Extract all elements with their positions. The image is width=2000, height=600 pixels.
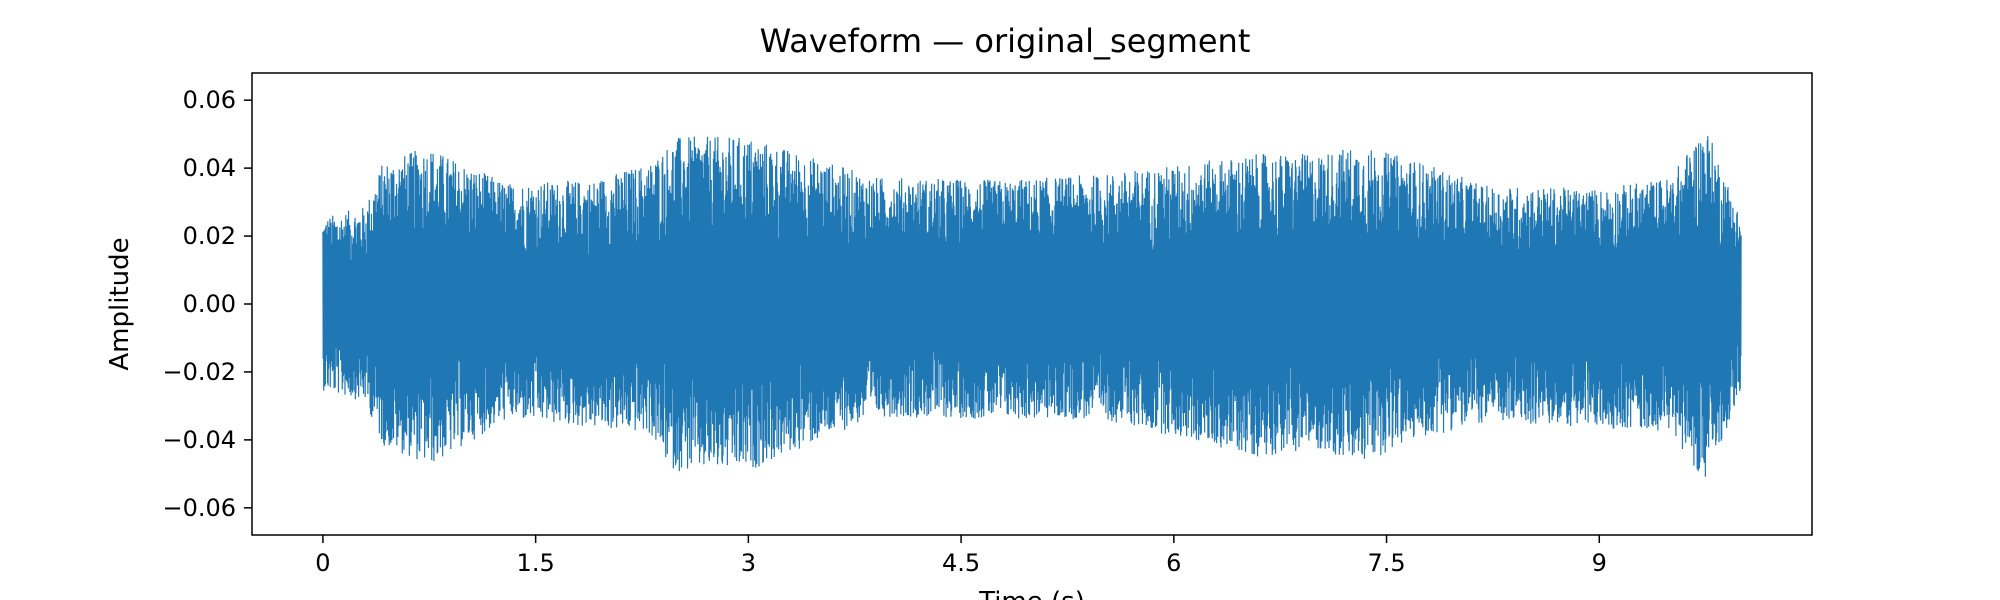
y-tick-label: −0.06 (162, 494, 236, 522)
x-tick-label: 6 (1166, 549, 1181, 577)
x-tick-label: 3 (741, 549, 756, 577)
y-tick-label: 0.02 (183, 222, 236, 250)
y-tick-label: −0.04 (162, 426, 236, 454)
y-tick-label: −0.02 (162, 358, 236, 386)
plot-area (322, 136, 1742, 477)
x-tick-label: 7.5 (1367, 549, 1405, 577)
x-axis-label: Time (s) (978, 587, 1085, 600)
y-tick-label: 0.04 (183, 154, 236, 182)
x-tick-label: 9 (1592, 549, 1607, 577)
y-tick-label: 0.00 (183, 290, 236, 318)
y-axis: −0.06 −0.04 −0.02 0.00 0.02 0.04 0.06 (162, 86, 252, 522)
waveform-line (322, 136, 1742, 477)
chart-title: Waveform — original_segment (760, 22, 1251, 60)
y-axis-label: Amplitude (105, 237, 135, 370)
y-tick-label: 0.06 (183, 86, 236, 114)
x-axis: 0 1.5 3 4.5 6 7.5 9 (315, 535, 1607, 577)
x-tick-label: 1.5 (517, 549, 555, 577)
x-tick-label: 0 (315, 549, 330, 577)
x-tick-label: 4.5 (942, 549, 980, 577)
